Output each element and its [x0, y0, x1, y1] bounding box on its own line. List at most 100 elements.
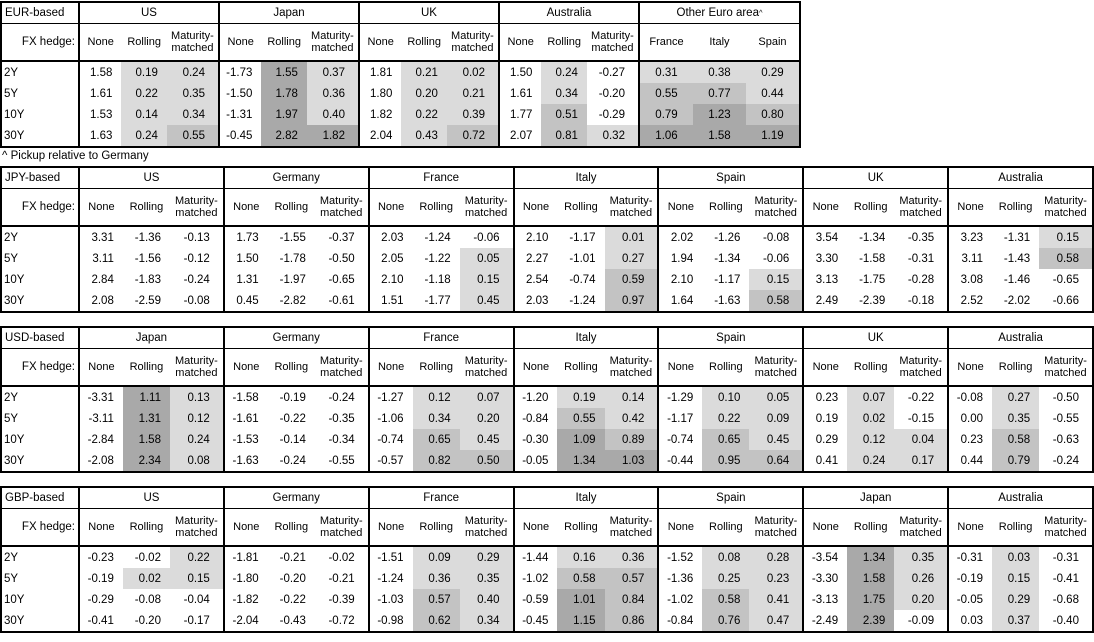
value-cell: -0.09	[907, 614, 935, 627]
group-values: -0.84 0.55 0.42	[512, 408, 658, 429]
hedge-column-header: Rolling	[709, 360, 743, 373]
hedge-column-header: Rolling	[274, 520, 309, 533]
hedge-column-header: None	[87, 35, 114, 48]
country-name: Japan	[273, 7, 305, 19]
value-cell: 0.58	[702, 589, 750, 610]
hedge-column-header: Maturity-matched	[464, 514, 508, 539]
group-values: 0.79 1.23 0.80	[638, 104, 799, 125]
country-header-italy: Italy	[512, 488, 658, 508]
value-cell: 0.47	[749, 610, 803, 631]
tenor-label: 2Y	[4, 551, 19, 564]
group-values: -0.23 -0.02 0.22	[78, 547, 223, 568]
value-cell: -0.31	[907, 252, 935, 265]
value-cell: 1.50	[510, 66, 533, 79]
value-cell: -0.45	[522, 614, 549, 627]
table-eur-based: EUR-based US Japan UK Australia Other Euro ar…	[0, 1, 801, 148]
group-values: 2.10 -1.17 0.01	[512, 227, 658, 248]
tenor-label: 5Y	[4, 412, 19, 425]
group-values: -1.24 0.36 0.35	[367, 568, 513, 589]
value-cell: -0.40	[1052, 614, 1079, 627]
value-cell: -0.18	[907, 294, 935, 307]
value-cell: -0.35	[328, 412, 355, 425]
value-cell: -1.61	[232, 412, 259, 425]
value-cell: -0.65	[328, 273, 355, 286]
value-cell: 2.39	[847, 610, 895, 631]
value-cell: 0.21	[446, 83, 498, 104]
hedge-column-header: None	[88, 520, 115, 533]
tenor-label: 10Y	[4, 273, 25, 286]
value-cell: -1.01	[569, 252, 596, 265]
hedge-column-header: Italy	[709, 35, 730, 48]
value-cell: -0.21	[279, 551, 306, 564]
group-values: 3.11 -1.43 0.58	[947, 248, 1092, 269]
hedge-column-header: Rolling	[709, 520, 743, 533]
value-cell: 0.45	[459, 429, 513, 450]
value-cell: -0.68	[1052, 593, 1079, 606]
group-values: 0.29 0.12 0.04	[802, 429, 948, 450]
country-name: France	[423, 332, 460, 344]
value-cell: 1.31	[122, 408, 170, 429]
group-values: 1.51 -1.77 0.45	[367, 290, 513, 311]
table-title-gbp-based: GBP-based	[5, 492, 65, 504]
value-cell: 0.59	[604, 269, 658, 290]
country-name: UK	[867, 332, 884, 344]
value-cell: 0.45	[459, 290, 513, 311]
value-cell: 3.13	[815, 273, 839, 286]
value-cell: 0.16	[557, 547, 605, 568]
data-row-30y: 30Y -2.08 2.34 0.08 -1.63 -0.24 -0.55 -0.57 0.82…	[2, 450, 1092, 471]
value-cell: 0.02	[847, 408, 895, 429]
group-values: 1.81 0.21 0.02	[358, 62, 498, 83]
group-values: 2.10 -1.17 0.15	[657, 269, 803, 290]
country-header-row: JPY-based US Germany France Italy Spain UK Aust…	[2, 168, 1092, 189]
hedge-headers: None Rolling Maturity-matched	[802, 509, 947, 545]
eur-table-slot: EUR-based US Japan UK Australia Other Euro ar…	[0, 1, 1094, 148]
hedge-column-header: None	[667, 200, 694, 213]
value-cell: 0.08	[169, 450, 223, 471]
value-cell: -0.22	[279, 593, 306, 606]
group-values: -1.06 0.34 0.20	[367, 408, 513, 429]
value-cell: -1.27	[377, 391, 404, 404]
group-values: -0.29 -0.08 -0.04	[78, 589, 223, 610]
value-cell: -0.31	[956, 551, 983, 564]
value-cell: -1.02	[522, 572, 549, 585]
value-cell: -1.17	[569, 231, 596, 244]
group-values: -3.13 1.75 0.20	[802, 589, 948, 610]
hedge-column-header: None	[957, 200, 984, 213]
value-cell: 0.35	[992, 408, 1040, 429]
hedge-headers: None Rolling Maturity-matched	[512, 189, 658, 225]
hedge-column-header: None	[667, 360, 694, 373]
value-cell: 2.34	[122, 450, 170, 471]
value-cell: 0.05	[459, 248, 513, 269]
value-cell: -1.17	[714, 273, 741, 286]
hedge-column-header: None	[377, 520, 405, 533]
value-cell: 0.20	[401, 83, 447, 104]
group-values: 1.53 0.14 0.34	[78, 104, 218, 125]
value-cell: 3.11	[961, 252, 983, 265]
value-cell: -0.63	[1052, 433, 1079, 446]
group-values: -1.03 0.57 0.40	[367, 589, 513, 610]
data-row-5y: 5Y 1.61 0.22 0.35 -1.50 1.78 0.36 1.80 0.20 0.21 1…	[2, 83, 799, 104]
value-cell: -1.82	[232, 593, 259, 606]
value-cell: -3.54	[811, 551, 839, 564]
group-values: -1.50 1.78 0.36	[218, 83, 358, 104]
hedge-column-header: None	[88, 200, 115, 213]
value-cell: -0.08	[763, 231, 790, 244]
value-cell: 0.29	[459, 547, 513, 568]
value-cell: 0.22	[401, 104, 447, 125]
hedge-column-header: None	[812, 200, 839, 213]
value-cell: 1.34	[847, 547, 895, 568]
value-cell: 0.12	[169, 408, 223, 429]
hedge-headers: None Rolling Maturity-matched	[78, 509, 223, 545]
hedge-column-header: Maturity-matched	[899, 194, 943, 219]
group-values: -0.44 0.95 0.64	[657, 450, 803, 471]
country-header-uk: UK	[802, 328, 947, 348]
value-cell: -0.66	[1052, 294, 1079, 307]
group-values: 2.02 -1.26 -0.08	[657, 227, 802, 248]
tenor-label: 2Y	[4, 391, 19, 404]
tenor-label: 10Y	[4, 433, 25, 446]
value-cell: 0.29	[992, 589, 1040, 610]
group-values: -0.74 0.65 0.45	[367, 429, 513, 450]
country-header-spain: Spain	[657, 488, 802, 508]
group-values: -1.20 0.19 0.14	[512, 387, 658, 408]
value-cell: 0.40	[306, 104, 358, 125]
